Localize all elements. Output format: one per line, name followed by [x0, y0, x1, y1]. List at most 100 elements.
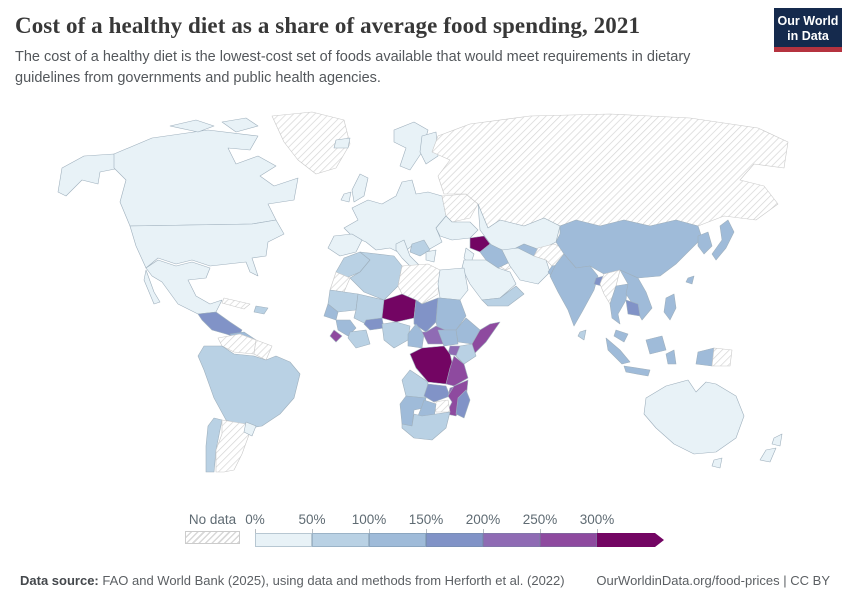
country-usa[interactable] [129, 219, 285, 277]
country-philippines[interactable] [663, 293, 677, 321]
country-baja[interactable] [143, 269, 161, 305]
country-arctic-islands-1[interactable] [169, 119, 215, 133]
country-cuba[interactable] [221, 297, 251, 310]
country-madagascar[interactable] [455, 389, 471, 419]
country-zambia[interactable] [423, 383, 451, 403]
country-taiwan[interactable] [685, 275, 695, 285]
legend-swatch-250-300[interactable] [540, 533, 597, 547]
legend-tickmark [369, 529, 370, 533]
legend-swatch-150-200[interactable] [426, 533, 483, 547]
country-nigeria[interactable] [381, 321, 411, 349]
country-balkans[interactable] [409, 239, 431, 257]
country-uk[interactable] [351, 173, 369, 203]
country-canada[interactable] [113, 129, 299, 227]
country-zimbabwe[interactable] [433, 399, 451, 413]
country-cote-divoire-ghana[interactable] [347, 329, 371, 349]
data-source-note: Data source: FAO and World Bank (2025), … [20, 573, 565, 588]
country-norway-sweden[interactable] [393, 121, 429, 171]
country-chad[interactable] [413, 297, 439, 333]
owid-link[interactable]: OurWorldinData.org/food-prices | CC BY [596, 573, 830, 588]
legend-swatch-200-250[interactable] [483, 533, 540, 547]
country-arctic-islands-2[interactable] [221, 117, 259, 133]
owid-logo[interactable]: Our World in Data [774, 8, 842, 49]
country-libya[interactable] [397, 263, 441, 305]
owid-logo-line2: in Data [787, 29, 829, 43]
country-hispaniola[interactable] [253, 305, 269, 315]
country-tasmania[interactable] [711, 457, 723, 469]
country-south-america-main[interactable] [197, 345, 301, 429]
chart-footer: Data source: FAO and World Bank (2025), … [20, 573, 830, 588]
owid-logo-line1: Our World [777, 14, 839, 28]
country-turkey[interactable] [435, 215, 479, 241]
data-source-label: Data source: [20, 573, 99, 588]
country-malaysia[interactable] [613, 329, 629, 343]
country-burkina-faso[interactable] [363, 317, 385, 331]
country-new-zealand-north[interactable] [771, 433, 783, 447]
legend-tickmark [312, 529, 313, 533]
country-sulawesi[interactable] [665, 349, 677, 365]
country-cambodia[interactable] [625, 299, 641, 317]
country-new-zealand-south[interactable] [759, 447, 777, 463]
country-iberia[interactable] [327, 233, 363, 257]
legend-tick-150: 150% [408, 512, 444, 527]
country-west-papua[interactable] [695, 347, 715, 367]
legend-tick-0: 0% [245, 512, 265, 527]
legend-tick-100: 100% [351, 512, 387, 527]
legend-swatch-50-100[interactable] [312, 533, 369, 547]
country-java[interactable] [623, 365, 651, 377]
legend-tick-300: 300% [579, 512, 615, 527]
country-greenland[interactable] [271, 111, 351, 175]
country-alaska[interactable] [57, 153, 121, 197]
chart-title: Cost of a healthy diet as a share of ave… [15, 13, 641, 38]
country-sri-lanka[interactable] [577, 329, 587, 341]
data-source-text: FAO and World Bank (2025), using data an… [98, 573, 565, 588]
country-egypt[interactable] [437, 267, 469, 301]
country-mozambique[interactable] [445, 379, 469, 417]
legend-no-data-swatch[interactable] [185, 531, 240, 544]
legend-tickmark [426, 529, 427, 533]
country-uruguay[interactable] [243, 421, 257, 437]
country-korea[interactable] [697, 231, 713, 255]
country-namibia[interactable] [399, 395, 427, 427]
owid-logo-accent-bar [774, 47, 842, 52]
legend-swatch-100-150[interactable] [369, 533, 426, 547]
country-russia[interactable] [431, 113, 789, 229]
legend-swatch-over-300[interactable] [597, 533, 664, 547]
country-south-africa[interactable] [401, 411, 451, 441]
country-saudi-arabia[interactable] [461, 259, 517, 301]
legend-tick-50: 50% [298, 512, 326, 527]
country-sierra-leone[interactable] [329, 329, 343, 343]
legend-tickmark [255, 529, 256, 533]
country-yemen-oman[interactable] [481, 285, 525, 307]
chart-header: Cost of a healthy diet as a share of ave… [15, 12, 755, 89]
country-australia[interactable] [643, 379, 745, 455]
legend-color-scale: 0% 50% 100% 150% 200% 250% 300% [245, 512, 675, 547]
legend-tickmark [540, 529, 541, 533]
country-kenya[interactable] [455, 343, 477, 365]
country-thailand[interactable] [609, 283, 629, 325]
legend-tick-200: 200% [465, 512, 501, 527]
country-iceland[interactable] [333, 137, 351, 149]
country-cameroon[interactable] [407, 323, 425, 349]
country-finland[interactable] [419, 131, 439, 165]
country-borneo[interactable] [645, 335, 667, 355]
country-papua-new-guinea[interactable] [711, 347, 733, 367]
country-chile[interactable] [205, 417, 223, 473]
country-ireland[interactable] [340, 191, 352, 203]
legend-no-data-label: No data [188, 512, 237, 527]
legend-tickmark [483, 529, 484, 533]
map-container [0, 110, 850, 510]
country-japan[interactable] [711, 219, 735, 261]
country-mexico[interactable] [145, 259, 223, 315]
legend-no-data-block[interactable]: No data [185, 512, 240, 544]
country-algeria[interactable] [349, 251, 403, 301]
country-greece[interactable] [425, 249, 437, 263]
legend-tickmark [597, 529, 598, 533]
country-south-sudan[interactable] [437, 329, 459, 347]
country-sumatra[interactable] [605, 337, 631, 365]
country-vietnam-laos[interactable] [619, 269, 653, 321]
country-niger[interactable] [381, 293, 417, 323]
legend-swatch-0-50[interactable] [255, 533, 312, 547]
legend-swatches [255, 533, 664, 547]
country-india[interactable] [549, 253, 599, 327]
